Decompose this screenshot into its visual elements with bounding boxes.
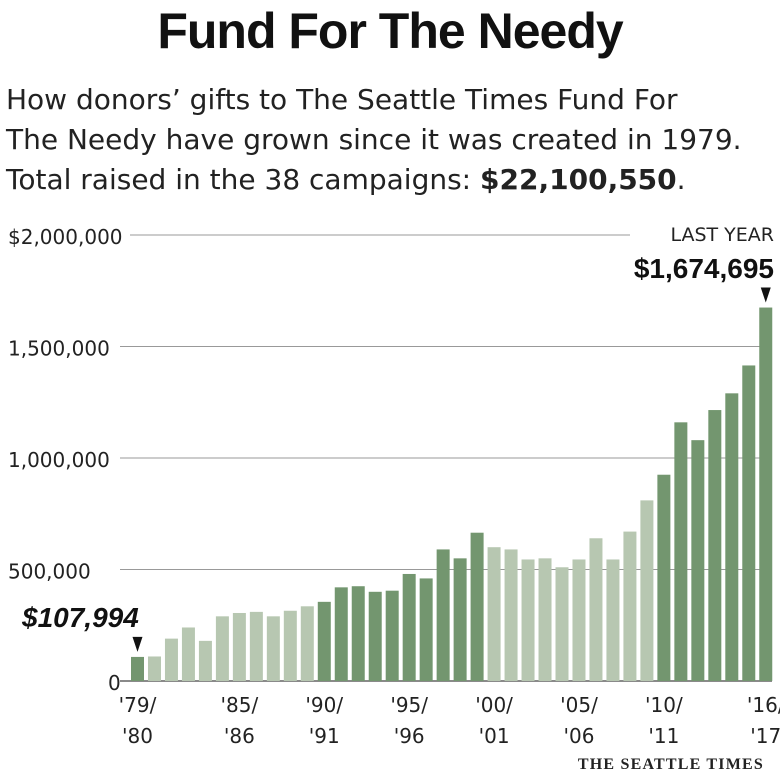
bar [487, 547, 501, 681]
y-tick-label: 0 [108, 671, 121, 695]
x-tick-label: '91 [309, 724, 340, 748]
bar [385, 590, 399, 681]
bar [453, 558, 467, 681]
bar [317, 601, 331, 681]
bar [147, 656, 161, 681]
bar [436, 549, 450, 681]
x-tick-label: '16/ [747, 693, 780, 717]
subtitle-line-2: The Needy have grown since it was create… [6, 123, 742, 156]
y-tick-label: 500,000 [8, 560, 91, 584]
bar [181, 627, 195, 681]
x-tick-label: '05/ [560, 693, 598, 717]
x-tick-label: '85/ [221, 693, 259, 717]
x-tick-label: '10/ [645, 693, 683, 717]
bar [657, 474, 671, 681]
annotation-marker [760, 287, 771, 303]
data-label: $1,674,695 [634, 253, 774, 284]
y-tick-label: $2,000,000 [8, 225, 123, 249]
bar [674, 422, 688, 681]
bar [300, 606, 314, 681]
bar [606, 559, 620, 681]
y-tick-label: 1,500,000 [8, 337, 110, 361]
bar [198, 640, 212, 681]
bar [725, 393, 739, 681]
x-tick-label: '06 [564, 724, 595, 748]
chart-title: Fund For The Needy [157, 3, 623, 59]
x-tick-label: '17 [750, 724, 780, 748]
x-tick-label: '79/ [119, 693, 157, 717]
bar [402, 573, 416, 681]
x-tick-label: '11 [648, 724, 679, 748]
bar [249, 611, 263, 681]
x-tick-label: '80 [122, 724, 153, 748]
subtitle-line-3-suffix: . [676, 163, 686, 196]
bar [538, 558, 552, 681]
x-tick-label: '95/ [390, 693, 428, 717]
bar [742, 365, 756, 681]
subtitle-total: $22,100,550 [480, 163, 677, 196]
subtitle-line-3-prefix: Total raised in the 38 campaigns: [6, 163, 481, 196]
subtitle-line-1: How donors’ gifts to The Seattle Times F… [6, 83, 678, 116]
x-tick-label: '90/ [305, 693, 343, 717]
bar [623, 531, 637, 681]
bar [334, 587, 348, 681]
annotation-marker [132, 636, 143, 652]
bar [504, 549, 518, 681]
chart-subtitle: How donors’ gifts to The Seattle Times F… [6, 80, 776, 200]
bar [708, 410, 722, 681]
bar [232, 612, 246, 681]
footer-credit: THE SEATTLE TIMES [577, 756, 764, 773]
bar [759, 307, 773, 681]
bar [419, 578, 433, 681]
subtitle-line-3: Total raised in the 38 campaigns: $22,10… [6, 160, 776, 200]
bar [691, 440, 705, 681]
bar [555, 567, 569, 681]
x-tick-label: '00/ [475, 693, 513, 717]
bar [572, 559, 586, 681]
bar [640, 500, 654, 681]
bar [283, 610, 297, 681]
bar [470, 532, 484, 681]
annotation-caption: LAST YEAR [670, 224, 774, 246]
x-tick-label: '86 [224, 724, 255, 748]
bar [266, 616, 280, 681]
bar [351, 586, 365, 681]
x-tick-label: '96 [394, 724, 425, 748]
bar [215, 616, 229, 681]
bar [589, 538, 603, 681]
data-label: $107,994 [21, 602, 139, 633]
bar [368, 591, 382, 681]
y-tick-label: 1,000,000 [8, 448, 110, 472]
bar [521, 559, 535, 681]
bar [131, 656, 144, 681]
x-tick-label: '01 [479, 724, 510, 748]
bar [164, 638, 178, 681]
